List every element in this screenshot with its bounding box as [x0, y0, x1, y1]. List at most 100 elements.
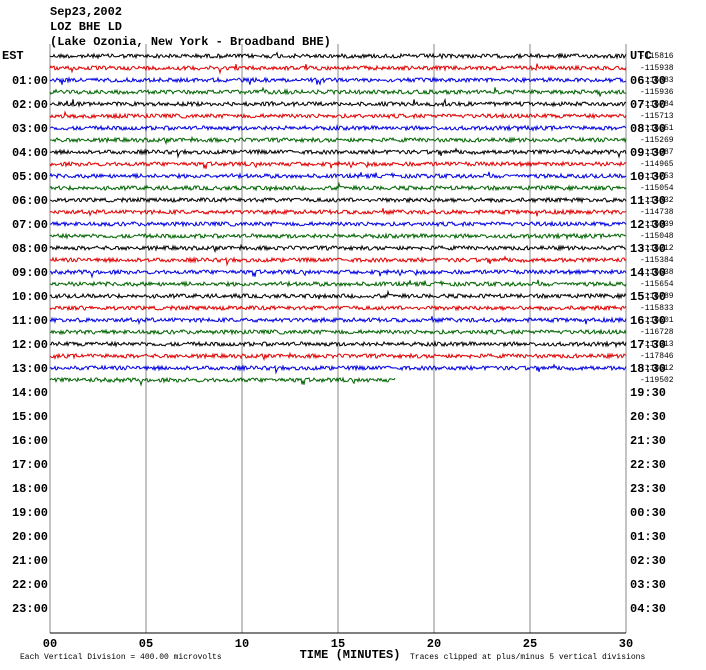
trace	[49, 181, 627, 192]
x-tick-label: 20	[427, 637, 441, 651]
left-hour-label: 15:00	[12, 410, 48, 424]
right-hour-label: 17:30	[630, 338, 666, 352]
trace	[49, 63, 627, 75]
right-hour-label: 08:30	[630, 122, 666, 136]
title-line: Sep23,2002	[50, 5, 122, 19]
left-hour-label: 04:00	[12, 146, 48, 160]
title-line: (Lake Ozonia, New York - Broadband BHE)	[50, 35, 331, 49]
trace-offset-label: -115269	[640, 136, 674, 145]
left-hour-label: 19:00	[12, 506, 48, 520]
trace-offset-label: -115713	[640, 112, 674, 121]
trace-offset-label: -114738	[640, 208, 674, 217]
right-hour-label: 23:30	[630, 482, 666, 496]
right-hour-label: 15:30	[630, 290, 666, 304]
trace-offset-label: -114832	[640, 196, 674, 205]
left-hour-label: 22:00	[12, 578, 48, 592]
trace	[49, 328, 627, 336]
right-hour-label: 20:30	[630, 410, 666, 424]
right-hour-label: 14:30	[630, 266, 666, 280]
title-line: LOZ BHE LD	[50, 20, 122, 34]
trace-offset-label: -115654	[640, 280, 674, 289]
x-tick-label: 00	[43, 637, 57, 651]
trace-offset-label: -115784	[640, 100, 674, 109]
x-tick-label: 15	[331, 637, 345, 651]
left-hour-label: 06:00	[12, 194, 48, 208]
trace	[49, 363, 627, 375]
x-axis-title: TIME (MINUTES)	[300, 648, 401, 662]
left-hour-label: 11:00	[12, 314, 48, 328]
trace	[49, 279, 627, 288]
right-hour-label: 18:30	[630, 362, 666, 376]
x-tick-label: 05	[139, 637, 153, 651]
right-hour-label: 01:30	[630, 530, 666, 544]
right-hour-label: 09:30	[630, 146, 666, 160]
clip-note: Traces clipped at plus/minus 5 vertical …	[410, 653, 645, 662]
right-hour-label: 06:30	[630, 74, 666, 88]
right-hour-label: 16:30	[630, 314, 666, 328]
trace-offset-label: -117313	[640, 340, 674, 349]
trace-offset-label: -119502	[640, 376, 674, 385]
trace	[49, 220, 627, 228]
trace-offset-label: -115936	[640, 88, 674, 97]
trace-offset-label: -118612	[640, 364, 674, 373]
right-hour-label: 19:30	[630, 386, 666, 400]
left-hour-label: 13:00	[12, 362, 48, 376]
trace-offset-label: -115651	[640, 124, 674, 133]
left-hour-label: 01:00	[12, 74, 48, 88]
right-hour-label: 10:30	[630, 170, 666, 184]
left-hour-label: 08:00	[12, 242, 48, 256]
left-hour-label: 20:00	[12, 530, 48, 544]
trace	[50, 135, 627, 146]
trace	[49, 232, 627, 241]
right-axis-title: UTC	[630, 49, 652, 63]
trace-offset-label: -114987	[640, 148, 674, 157]
right-hour-label: 22:30	[630, 458, 666, 472]
left-hour-label: 02:00	[12, 98, 48, 112]
trace-offset-label: -115054	[640, 184, 674, 193]
left-hour-label: 05:00	[12, 170, 48, 184]
trace-offset-label: -115789	[640, 292, 674, 301]
trace	[49, 86, 627, 97]
trace-offset-label: -115384	[640, 256, 674, 265]
trace	[49, 160, 627, 169]
trace	[49, 376, 396, 387]
trace	[49, 124, 627, 133]
trace	[49, 255, 627, 267]
right-hour-label: 13:30	[630, 242, 666, 256]
trace	[49, 76, 627, 86]
right-hour-label: 04:30	[630, 602, 666, 616]
right-hour-label: 12:30	[630, 218, 666, 232]
trace	[49, 97, 627, 108]
left-hour-label: 17:00	[12, 458, 48, 472]
left-hour-label: 14:00	[12, 386, 48, 400]
x-tick-label: 25	[523, 637, 537, 651]
trace	[49, 208, 627, 218]
trace-offset-label: -116728	[640, 328, 674, 337]
x-tick-label: 30	[619, 637, 633, 651]
trace	[49, 289, 627, 300]
left-axis-title: EST	[2, 49, 24, 63]
trace-offset-label: -114965	[640, 160, 674, 169]
right-hour-label: 00:30	[630, 506, 666, 520]
right-hour-label: 21:30	[630, 434, 666, 448]
trace-offset-label: -114753	[640, 172, 674, 181]
trace	[49, 243, 627, 254]
right-hour-label: 11:30	[630, 194, 666, 208]
trace	[49, 351, 627, 362]
trace	[49, 51, 627, 60]
trace-offset-label: -115039	[640, 220, 674, 229]
trace-offset-label: -115883	[640, 76, 674, 85]
trace-offset-label: -115048	[640, 232, 674, 241]
trace-offset-label: -115538	[640, 268, 674, 277]
right-hour-label: 02:30	[630, 554, 666, 568]
right-hour-label: 03:30	[630, 578, 666, 592]
left-hour-label: 07:00	[12, 218, 48, 232]
trace-offset-label: -115833	[640, 304, 674, 313]
left-hour-label: 18:00	[12, 482, 48, 496]
trace-offset-label: -115212	[640, 244, 674, 253]
left-hour-label: 03:00	[12, 122, 48, 136]
left-hour-label: 10:00	[12, 290, 48, 304]
scale-note: Each Vertical Division = 400.00 microvol…	[20, 653, 222, 662]
right-hour-label: 07:30	[630, 98, 666, 112]
